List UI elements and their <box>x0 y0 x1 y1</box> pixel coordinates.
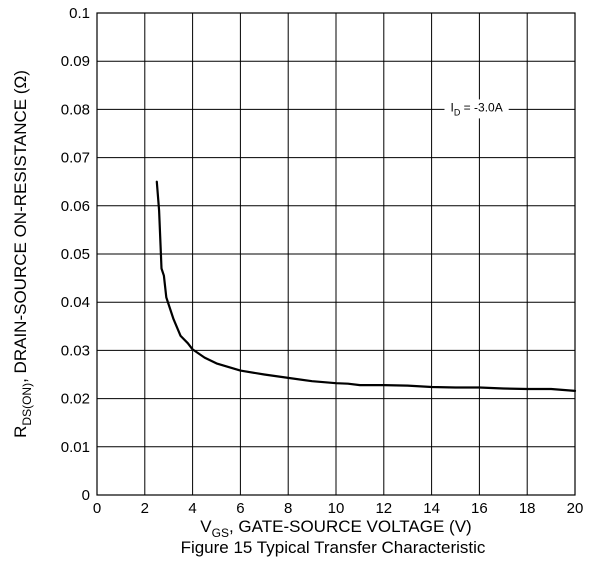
x-tick-label: 10 <box>328 500 345 517</box>
y-tick-label: 0.04 <box>61 294 90 311</box>
x-tick-label: 18 <box>519 500 536 517</box>
y-axis-title-main: R <box>11 426 30 438</box>
y-tick-label: 0.1 <box>69 5 90 22</box>
x-axis-title-rest: , GATE-SOURCE VOLTAGE (V) <box>229 517 472 536</box>
x-tick-label: 12 <box>375 500 392 517</box>
annotation-background <box>444 99 509 119</box>
x-tick-label: 16 <box>471 500 488 517</box>
y-tick-label: 0.07 <box>61 150 90 167</box>
y-tick-label: 0.01 <box>61 439 90 456</box>
y-tick-label: 0.03 <box>61 342 90 359</box>
x-tick-label: 4 <box>188 500 196 517</box>
y-axis-title-rest: , DRAIN-SOURCE ON-RESISTANCE (Ω) <box>11 70 30 383</box>
y-axis-title-sub: DS(ON) <box>20 383 34 426</box>
x-tick-label: 20 <box>567 500 584 517</box>
y-tick-label: 0.05 <box>61 246 90 263</box>
annotation-sub: D <box>454 107 461 117</box>
y-tick-label: 0.02 <box>61 391 90 408</box>
y-tick-label: 0.06 <box>61 198 90 215</box>
x-axis-title-main: V <box>200 517 212 536</box>
x-tick-label: 6 <box>236 500 244 517</box>
series-line <box>155 180 577 392</box>
y-tick-label: 0.08 <box>61 101 90 118</box>
y-tick-label: 0.09 <box>61 53 90 70</box>
annotation-main: I <box>451 100 454 114</box>
annotation-rest: = -3.0A <box>460 100 502 114</box>
x-tick-label: 2 <box>141 500 149 517</box>
x-tick-label: 8 <box>284 500 292 517</box>
plot-frame <box>96 12 576 496</box>
x-axis-title: VGS, GATE-SOURCE VOLTAGE (V) <box>200 517 471 540</box>
figure-caption: Figure 15 Typical Transfer Characteristi… <box>181 538 486 557</box>
y-axis-title: RDS(ON), DRAIN-SOURCE ON-RESISTANCE (Ω) <box>11 70 34 438</box>
x-tick-label: 14 <box>423 500 440 517</box>
y-tick-labels: 0 0.01 0.02 0.03 0.04 0.05 0.06 0.07 0.08 0.09 0.1 <box>61 5 90 504</box>
x-axis-title-sub: GS <box>212 526 229 540</box>
y-tick-label: 0 <box>82 487 90 504</box>
grid-lines <box>97 13 575 495</box>
x-tick-label: 0 <box>93 500 101 517</box>
annotation-label: ID = -3.0A <box>451 100 503 117</box>
x-tick-labels: 0 2 4 6 8 10 12 14 16 18 20 <box>93 500 584 517</box>
